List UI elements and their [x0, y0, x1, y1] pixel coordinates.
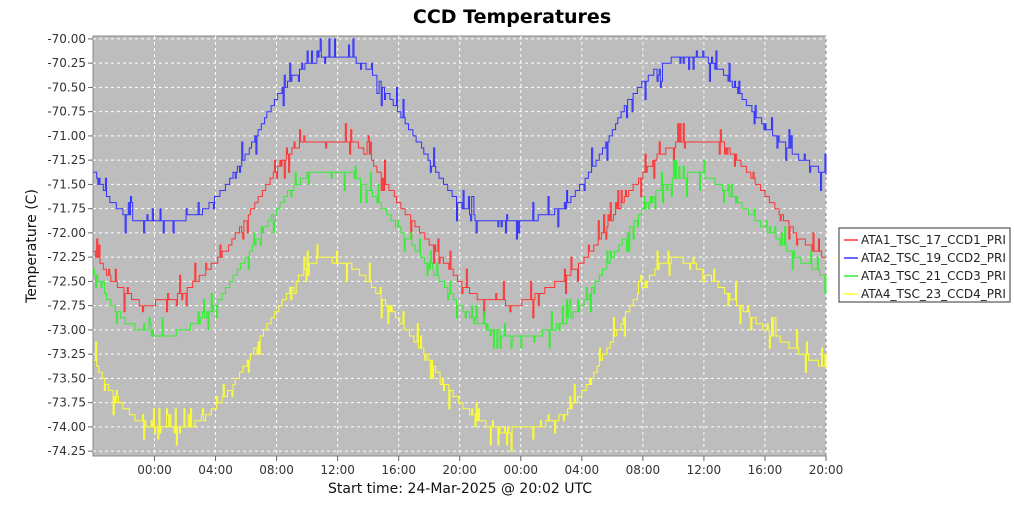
legend-entry: ATA2_TSC_19_CCD2_PRI	[861, 251, 1006, 265]
y-axis: -70.00 -70.25 -70.50 -70.75 -71.00 -71.25 -71.…	[47, 32, 93, 458]
x-axis: 00:00 04:00 08:00 12:00 16:00 20:00 00:00 04:00…	[137, 456, 843, 477]
y-tick-label: -72.00	[47, 226, 86, 240]
x-tick-label: 16:00	[748, 463, 783, 477]
y-tick-label: -74.00	[47, 420, 86, 434]
series-line-2	[93, 38, 827, 240]
chart-title: CCD Temperatures	[413, 6, 611, 28]
y-tick-label: -73.50	[47, 371, 86, 385]
x-tick-label: 12:00	[320, 463, 355, 477]
y-tick-label: -70.25	[47, 56, 86, 70]
y-tick-label: -71.00	[47, 129, 86, 143]
x-axis-label: Start time: 24-Mar-2025 @ 20:02 UTC	[328, 481, 592, 497]
x-tick-label: 00:00	[137, 463, 172, 477]
y-tick-label: -73.75	[47, 396, 86, 410]
x-tick-label: 20:00	[442, 463, 477, 477]
y-tick-label: -70.50	[47, 80, 86, 94]
legend-entry: ATA3_TSC_21_CCD3_PRI	[861, 269, 1006, 283]
y-tick-label: -70.75	[47, 105, 86, 119]
y-tick-label: -72.25	[47, 250, 86, 264]
x-tick-label: 12:00	[687, 463, 722, 477]
y-tick-label: -73.00	[47, 323, 86, 337]
y-tick-label: -71.50	[47, 177, 86, 191]
legend-entry: ATA4_TSC_23_CCD4_PRI	[861, 287, 1006, 301]
x-tick-label: 08:00	[626, 463, 661, 477]
y-tick-label: -72.50	[47, 274, 86, 288]
series-lines	[93, 38, 827, 452]
y-tick-label: -73.25	[47, 347, 86, 361]
y-tick-label: -70.00	[47, 32, 86, 46]
series-line-1	[93, 123, 826, 319]
x-tick-label: 16:00	[381, 463, 416, 477]
legend: ATA1_TSC_17_CCD1_PRI ATA2_TSC_19_CCD2_PRI…	[838, 227, 1011, 303]
y-axis-label: Temperature (C)	[24, 189, 40, 304]
grid-lines	[93, 36, 827, 456]
y-tick-label: -72.75	[47, 299, 86, 313]
series-line-4	[93, 244, 827, 452]
x-tick-label: 08:00	[259, 463, 294, 477]
x-tick-label: 20:00	[809, 463, 844, 477]
legend-box	[838, 227, 1011, 303]
x-tick-label: 04:00	[198, 463, 233, 477]
series-line-3	[93, 159, 827, 349]
x-tick-label: 04:00	[565, 463, 600, 477]
legend-entry: ATA1_TSC_17_CCD1_PRI	[861, 233, 1006, 247]
y-tick-label: -71.75	[47, 202, 86, 216]
y-tick-label: -74.25	[47, 444, 86, 458]
y-tick-label: -71.25	[47, 153, 86, 167]
x-tick-label: 00:00	[503, 463, 538, 477]
